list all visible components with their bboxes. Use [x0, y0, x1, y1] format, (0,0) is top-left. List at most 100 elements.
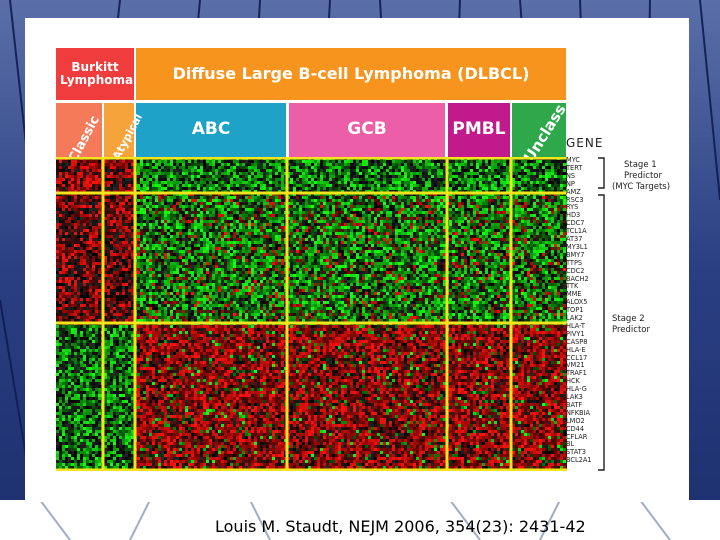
heatmap-cell	[302, 199, 305, 202]
heatmap-cell	[557, 184, 560, 187]
heatmap-cell	[212, 184, 215, 187]
heatmap-cell	[452, 160, 455, 163]
heatmap-cell	[209, 166, 212, 169]
heatmap-cell	[116, 172, 119, 175]
heatmap-cell	[341, 172, 344, 175]
heatmap-cell	[467, 187, 470, 190]
heatmap-cell	[413, 214, 416, 217]
heatmap-cell	[173, 217, 176, 220]
heatmap-cell	[386, 226, 389, 229]
heatmap-cell	[269, 226, 272, 229]
heatmap-cell	[425, 229, 428, 232]
heatmap-cell	[179, 238, 182, 241]
heatmap-cell	[386, 202, 389, 205]
heatmap-cell	[290, 211, 293, 214]
heatmap-cell	[545, 163, 548, 166]
heatmap-cell	[392, 229, 395, 232]
heatmap-cell	[341, 184, 344, 187]
heatmap-cell	[74, 166, 77, 169]
heatmap-cell	[257, 238, 260, 241]
heatmap-cell	[191, 184, 194, 187]
heatmap-cell	[473, 232, 476, 235]
heatmap-cell	[536, 211, 539, 214]
heatmap-cell	[227, 217, 230, 220]
heatmap-cell	[65, 169, 68, 172]
heatmap-cell	[65, 241, 68, 244]
heatmap-cell	[188, 211, 191, 214]
heatmap-cell	[209, 220, 212, 223]
heatmap-cell	[308, 235, 311, 238]
heatmap-cell	[437, 205, 440, 208]
heatmap-cell	[92, 217, 95, 220]
heatmap-cell	[440, 181, 443, 184]
heatmap-cell	[62, 169, 65, 172]
heatmap-cell	[125, 214, 128, 217]
heatmap-cell	[239, 211, 242, 214]
heatmap-cell	[506, 214, 509, 217]
heatmap-cell	[290, 199, 293, 202]
heatmap-cell	[188, 208, 191, 211]
heatmap-cell	[80, 220, 83, 223]
heatmap-cell	[251, 163, 254, 166]
heatmap-cell	[182, 196, 185, 199]
heatmap-cell	[140, 196, 143, 199]
heatmap-cell	[377, 163, 380, 166]
heatmap-cell	[305, 205, 308, 208]
heatmap-cell	[359, 181, 362, 184]
heatmap-cell	[65, 175, 68, 178]
heatmap-cell	[518, 211, 521, 214]
heatmap-cell	[347, 175, 350, 178]
heatmap-cell	[557, 196, 560, 199]
heatmap-cell	[338, 181, 341, 184]
heatmap-cell	[125, 187, 128, 190]
heatmap-cell	[545, 199, 548, 202]
heatmap-cell	[425, 217, 428, 220]
heatmap-cell	[89, 199, 92, 202]
heatmap-cell	[296, 172, 299, 175]
heatmap-cell	[539, 178, 542, 181]
heatmap-cell	[410, 175, 413, 178]
heatmap-cell	[263, 241, 266, 244]
heatmap-cell	[485, 241, 488, 244]
heatmap-cell	[518, 208, 521, 211]
heatmap-cell	[383, 199, 386, 202]
heatmap-cell	[140, 214, 143, 217]
heatmap-cell	[500, 199, 503, 202]
heatmap-cell	[428, 181, 431, 184]
heatmap-cell	[227, 163, 230, 166]
heatmap-cell	[221, 217, 224, 220]
heatmap-cell	[491, 196, 494, 199]
heatmap-cell	[560, 232, 563, 235]
heatmap-cell	[383, 184, 386, 187]
heatmap-cell	[65, 214, 68, 217]
heatmap-cell	[251, 202, 254, 205]
heatmap-cell	[74, 202, 77, 205]
heatmap-cell	[98, 238, 101, 241]
heatmap-cell	[407, 211, 410, 214]
heatmap-cell	[239, 238, 242, 241]
heatmap-cell	[308, 241, 311, 244]
heatmap-cell	[242, 238, 245, 241]
heatmap-cell	[380, 211, 383, 214]
heatmap-cell	[161, 220, 164, 223]
heatmap-cell	[278, 202, 281, 205]
heatmap-cell	[116, 238, 119, 241]
heatmap-cell	[248, 178, 251, 181]
heatmap-cell	[488, 196, 491, 199]
heatmap-cell	[464, 238, 467, 241]
heatmap-cell	[371, 235, 374, 238]
heatmap-cell	[317, 169, 320, 172]
heatmap-cell	[80, 166, 83, 169]
heatmap-cell	[254, 166, 257, 169]
heatmap-cell	[545, 235, 548, 238]
heatmap-cell	[278, 220, 281, 223]
heatmap-cell	[263, 235, 266, 238]
heatmap-cell	[221, 163, 224, 166]
heatmap-cell	[254, 160, 257, 163]
heatmap-cell	[482, 226, 485, 229]
heatmap-cell	[437, 238, 440, 241]
heatmap-cell	[506, 217, 509, 220]
heatmap-cell	[323, 241, 326, 244]
heatmap-cell	[521, 199, 524, 202]
heatmap-cell	[431, 238, 434, 241]
